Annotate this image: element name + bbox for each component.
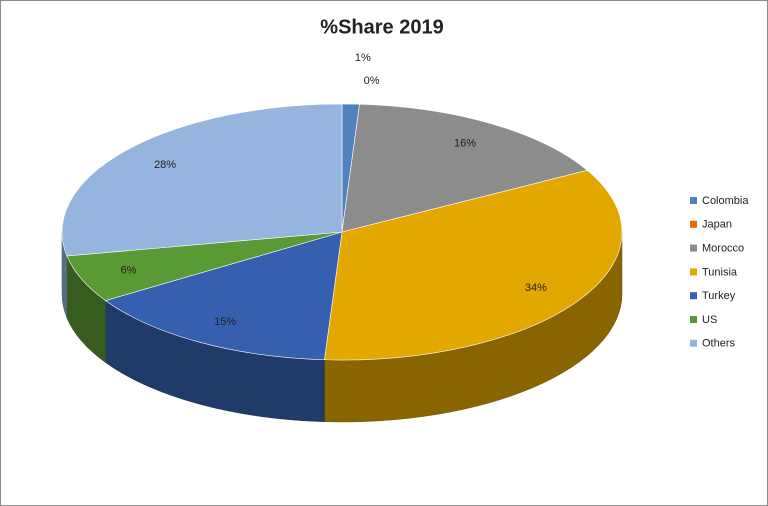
legend-label: Turkey: [702, 290, 736, 302]
legend-swatch: [690, 220, 697, 228]
slice: [341, 103, 589, 233]
legend-label: Tunisia: [702, 266, 738, 278]
legend-label: Morocco: [702, 243, 744, 255]
legend-swatch: [690, 339, 697, 347]
slice: [324, 170, 623, 361]
slice: [104, 231, 343, 361]
data-label: 1%: [355, 52, 371, 64]
legend-label: US: [702, 314, 717, 326]
data-label: 6%: [121, 265, 137, 277]
data-label: 16%: [454, 137, 476, 149]
legend-label: Japan: [702, 219, 732, 231]
data-label: 15%: [214, 316, 236, 328]
slice: [61, 103, 343, 257]
chart-title: %Share 2019: [320, 16, 443, 38]
legend-label: Colombia: [702, 195, 749, 207]
data-label: 34%: [525, 282, 547, 294]
legend-swatch: [690, 268, 697, 276]
legend-swatch: [690, 292, 697, 300]
legend-swatch: [690, 197, 697, 204]
legend-swatch: [690, 316, 697, 323]
legend-swatch: [690, 244, 697, 252]
data-label: 28%: [154, 159, 176, 171]
data-label: 0%: [364, 75, 380, 87]
legend-label: Others: [702, 338, 736, 350]
